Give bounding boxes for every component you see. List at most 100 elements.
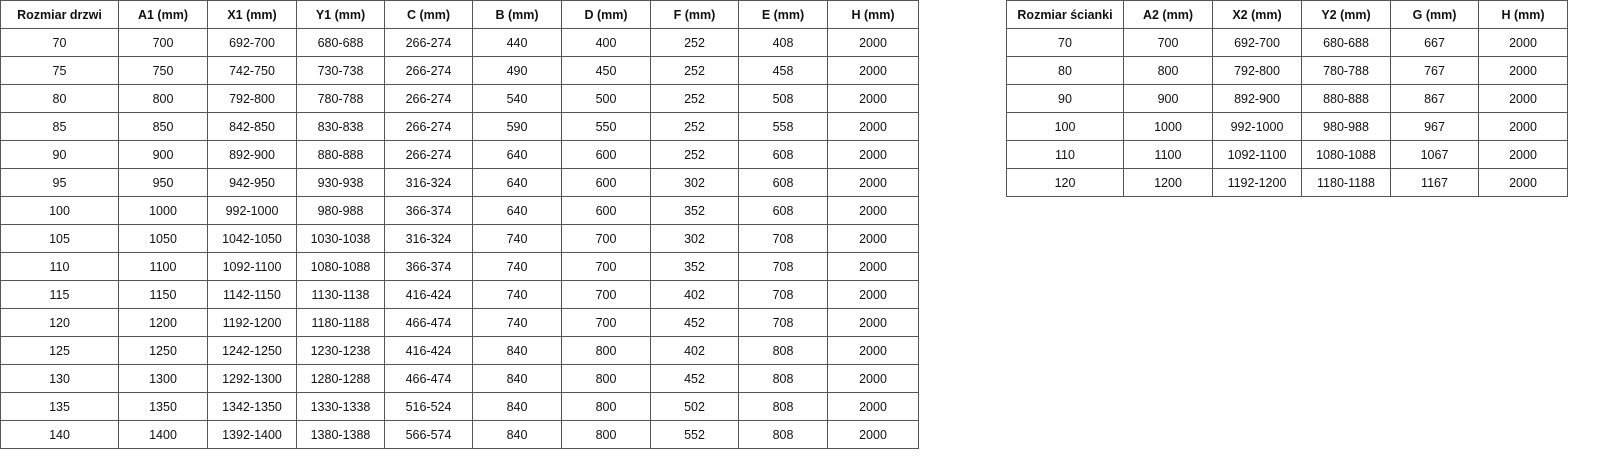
table-cell: 266-274	[384, 140, 473, 169]
table-cell: 1392-1400	[207, 420, 297, 449]
table-cell: 450	[561, 56, 651, 85]
table-row: 120 1200 1192-1200 1180-1188 1167 2000	[1006, 168, 1568, 197]
table-cell: 1350	[118, 392, 208, 421]
table-cell: 500	[561, 84, 651, 113]
table-cell: 302	[650, 224, 739, 253]
table-cell: 590	[472, 112, 562, 141]
table-row: 70 700 692-700 680-688 667 2000	[1006, 28, 1568, 57]
table-row: 125 1250 1242-1250 1230-1238 416-424 840 800 40…	[0, 336, 919, 365]
table-cell: 900	[1123, 84, 1213, 113]
table-row: 130 1300 1292-1300 1280-1288 466-474 840 800 45…	[0, 364, 919, 393]
table-cell: 600	[561, 140, 651, 169]
table-cell: 2000	[827, 336, 919, 365]
table-cell: 400	[561, 28, 651, 57]
table-cell: 742-750	[207, 56, 297, 85]
table-cell: 2000	[827, 196, 919, 225]
table-cell: 1192-1200	[207, 308, 297, 337]
table-cell: 640	[472, 168, 562, 197]
table-cell: 75	[0, 56, 119, 85]
table-cell: 110	[0, 252, 119, 281]
table-cell: 800	[1123, 56, 1213, 85]
table-row: 90 900 892-900 880-888 867 2000	[1006, 84, 1568, 113]
table-cell: 600	[561, 196, 651, 225]
table-cell: 466-474	[384, 364, 473, 393]
column-header: Y1 (mm)	[296, 0, 385, 29]
column-header: C (mm)	[384, 0, 473, 29]
table-cell: 2000	[827, 168, 919, 197]
table-cell: 80	[1006, 56, 1124, 85]
table-cell: 2000	[1478, 140, 1568, 169]
table-cell: 1067	[1390, 140, 1479, 169]
table-cell: 700	[561, 308, 651, 337]
table-cell: 2000	[827, 28, 919, 57]
table-cell: 1142-1150	[207, 280, 297, 309]
table-cell: 1342-1350	[207, 392, 297, 421]
table-cell: 408	[738, 28, 828, 57]
table-cell: 2000	[1478, 168, 1568, 197]
table-cell: 416-424	[384, 336, 473, 365]
table-cell: 708	[738, 308, 828, 337]
column-header: F (mm)	[650, 0, 739, 29]
table-row: 80 800 792-800 780-788 266-274 540 500 252 508 20…	[0, 84, 919, 113]
table-cell: 740	[472, 280, 562, 309]
table-cell: 452	[650, 308, 739, 337]
table-cell: 640	[472, 140, 562, 169]
table-row: 70 700 692-700 680-688 266-274 440 400 252 408 20…	[0, 28, 919, 57]
table-cell: 700	[561, 252, 651, 281]
table-cell: 992-1000	[1212, 112, 1302, 141]
table-cell: 490	[472, 56, 562, 85]
table-cell: 70	[0, 28, 119, 57]
table-cell: 740	[472, 252, 562, 281]
table-cell: 730-738	[296, 56, 385, 85]
table-cell: 700	[561, 224, 651, 253]
table-cell: 1230-1238	[296, 336, 385, 365]
column-header: Rozmiar ścianki	[1006, 0, 1124, 29]
table-cell: 1080-1088	[296, 252, 385, 281]
table-header-row: Rozmiar drzwi A1 (mm) X1 (mm) Y1 (mm) C (mm)…	[0, 0, 919, 29]
table-cell: 800	[561, 336, 651, 365]
table-cell: 1250	[118, 336, 208, 365]
table-cell: 967	[1390, 112, 1479, 141]
column-header: G (mm)	[1390, 0, 1479, 29]
table-row: 140 1400 1392-1400 1380-1388 566-574 840 800 55…	[0, 420, 919, 449]
table-row: 85 850 842-850 830-838 266-274 590 550 252 558 20…	[0, 112, 919, 141]
table-cell: 830-838	[296, 112, 385, 141]
table-cell: 105	[0, 224, 119, 253]
table-cell: 1100	[118, 252, 208, 281]
table-cell: 2000	[827, 224, 919, 253]
table-cell: 800	[561, 420, 651, 449]
table-cell: 266-274	[384, 28, 473, 57]
table-cell: 842-850	[207, 112, 297, 141]
table-cell: 458	[738, 56, 828, 85]
table-cell: 252	[650, 84, 739, 113]
wall-dimensions-table: Rozmiar ścianki A2 (mm) X2 (mm) Y2 (mm) G (m…	[1006, 0, 1568, 197]
table-cell: 1180-1188	[1301, 168, 1391, 197]
table-cell: 800	[118, 84, 208, 113]
table-cell: 980-988	[296, 196, 385, 225]
column-header: X1 (mm)	[207, 0, 297, 29]
table-row: 95 950 942-950 930-938 316-324 640 600 302 608 20…	[0, 168, 919, 197]
column-header: A2 (mm)	[1123, 0, 1213, 29]
table-cell: 70	[1006, 28, 1124, 57]
table-cell: 1167	[1390, 168, 1479, 197]
table-cell: 1030-1038	[296, 224, 385, 253]
table-cell: 1100	[1123, 140, 1213, 169]
table-cell: 2000	[827, 392, 919, 421]
table-cell: 2000	[1478, 112, 1568, 141]
table-row: 105 1050 1042-1050 1030-1038 316-324 740 700 30…	[0, 224, 919, 253]
table-cell: 808	[738, 420, 828, 449]
column-header: X2 (mm)	[1212, 0, 1302, 29]
table-cell: 840	[472, 420, 562, 449]
table-cell: 115	[0, 280, 119, 309]
table-cell: 540	[472, 84, 562, 113]
table-cell: 740	[472, 308, 562, 337]
table-cell: 808	[738, 392, 828, 421]
table-cell: 402	[650, 336, 739, 365]
table-cell: 266-274	[384, 112, 473, 141]
door-dimensions-table: Rozmiar drzwi A1 (mm) X1 (mm) Y1 (mm) C (mm)…	[0, 0, 919, 449]
table-cell: 2000	[827, 140, 919, 169]
table-cell: 800	[561, 364, 651, 393]
table-cell: 252	[650, 56, 739, 85]
table-cell: 120	[0, 308, 119, 337]
table-cell: 942-950	[207, 168, 297, 197]
